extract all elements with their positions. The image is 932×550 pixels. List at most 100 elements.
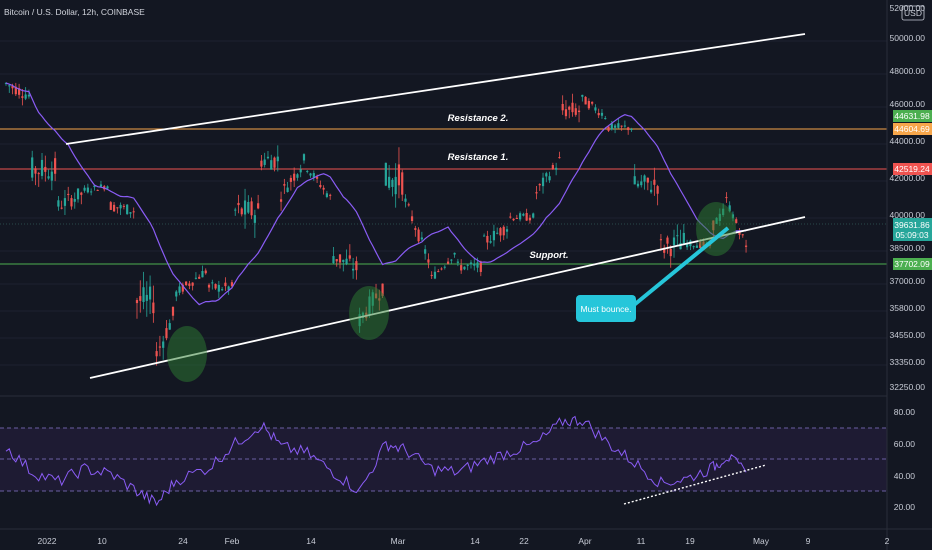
candle-up: [633, 176, 636, 185]
candle-down: [80, 192, 83, 195]
candle-up: [391, 179, 394, 187]
callout-box[interactable]: [576, 295, 636, 322]
candle-up: [672, 237, 676, 246]
candle-down: [663, 247, 666, 253]
candle-down: [414, 228, 417, 230]
candle-down: [181, 284, 184, 292]
candle-down: [577, 110, 581, 113]
rsi-axis[interactable]: 80.00 60.00 40.00 20.00: [894, 407, 916, 512]
candle-up: [8, 85, 11, 87]
candle-up: [50, 171, 53, 181]
candle-down: [60, 207, 63, 209]
candle-up: [630, 128, 633, 131]
candle-down: [70, 198, 73, 207]
candle-down: [499, 228, 502, 236]
candle-down: [446, 261, 450, 264]
candle-down: [240, 208, 243, 215]
candle-down: [132, 211, 135, 213]
candle-down: [135, 299, 139, 304]
support-tag: [893, 258, 932, 270]
candle-down: [417, 229, 420, 242]
candle-up: [643, 175, 646, 182]
channel-lower-line[interactable]: [89, 216, 806, 379]
candle-down: [528, 217, 532, 221]
candle-down: [627, 127, 630, 131]
candle-down: [315, 176, 319, 179]
candle-up: [194, 277, 198, 279]
currency-label: USD: [904, 8, 922, 18]
candle-up: [613, 125, 617, 128]
price-axis[interactable]: 52000.00 50000.00 48000.00 46000.00 4400…: [890, 3, 926, 392]
time-tick: Feb: [225, 536, 240, 546]
resistance-1-label: Resistance 1.: [448, 152, 509, 163]
candle-down: [646, 177, 649, 183]
candle-down: [207, 284, 211, 288]
rsi-trendline[interactable]: [623, 464, 767, 505]
candle-up: [93, 185, 96, 188]
candle-down: [237, 202, 240, 206]
candle-down: [430, 274, 433, 276]
candle-down: [293, 173, 296, 181]
candle-down: [401, 172, 404, 195]
channel-upper-line[interactable]: [65, 33, 806, 145]
candle-up: [217, 284, 220, 292]
price-tick: 52000.00: [890, 3, 926, 13]
candle-up: [453, 252, 456, 255]
candle-down: [479, 261, 482, 272]
resistance-2-tag-text: 44631.98: [894, 111, 930, 121]
time-tick: Apr: [578, 536, 591, 546]
candle-up: [296, 174, 299, 178]
candle-down: [666, 237, 669, 244]
candle-up: [640, 181, 643, 186]
candle-up: [649, 189, 653, 193]
candle-up: [594, 107, 597, 111]
candle-down: [738, 231, 741, 235]
candle-down: [584, 96, 587, 105]
candle-up: [728, 205, 731, 212]
candle-up: [142, 287, 145, 303]
candle-up: [76, 188, 80, 200]
candle-up: [679, 243, 682, 250]
candle-up: [126, 204, 129, 215]
orange-level-tag: [893, 123, 932, 135]
candle-up: [682, 232, 685, 244]
candle-down: [260, 160, 263, 167]
candle-down: [735, 219, 738, 224]
moving-average-line[interactable]: [5, 82, 747, 306]
countdown-text: 05:09:03: [895, 230, 928, 240]
candle-down: [139, 296, 142, 301]
time-axis[interactable]: 2022 10 24 Feb 14 Mar 14 22 Apr 11 19 Ma…: [38, 536, 890, 546]
candle-up: [312, 173, 315, 178]
candle-up: [178, 286, 181, 293]
candle-up: [270, 160, 273, 170]
candle-up: [394, 176, 397, 195]
time-tick: Mar: [391, 536, 406, 546]
resistance-1-tag-text: 42519.24: [894, 164, 930, 174]
candle-down: [656, 186, 659, 194]
candle-up: [243, 200, 247, 215]
candle-up: [201, 270, 204, 278]
candle-down: [512, 218, 515, 221]
candle-up: [519, 213, 522, 220]
candle-up: [276, 156, 279, 162]
candle-up: [266, 156, 270, 159]
support-label: Support.: [529, 250, 568, 261]
rsi-line[interactable]: [5, 415, 747, 507]
time-tick: 14: [306, 536, 316, 546]
candle-down: [17, 88, 21, 95]
price-tick: 32250.00: [890, 382, 926, 392]
candle-up: [686, 243, 689, 248]
time-tick: 24: [178, 536, 188, 546]
current-price-tag-text: 39631.86: [894, 220, 930, 230]
currency-button[interactable]: [901, 5, 925, 21]
candle-down: [96, 189, 99, 191]
candle-up: [541, 177, 545, 187]
candle-up: [695, 245, 699, 248]
candle-up: [145, 294, 148, 301]
candle-up: [443, 266, 446, 268]
price-tick: 35800.00: [890, 303, 926, 313]
price-tick: 37000.00: [890, 276, 926, 286]
candle-down: [329, 194, 332, 196]
candle-up: [420, 237, 423, 240]
